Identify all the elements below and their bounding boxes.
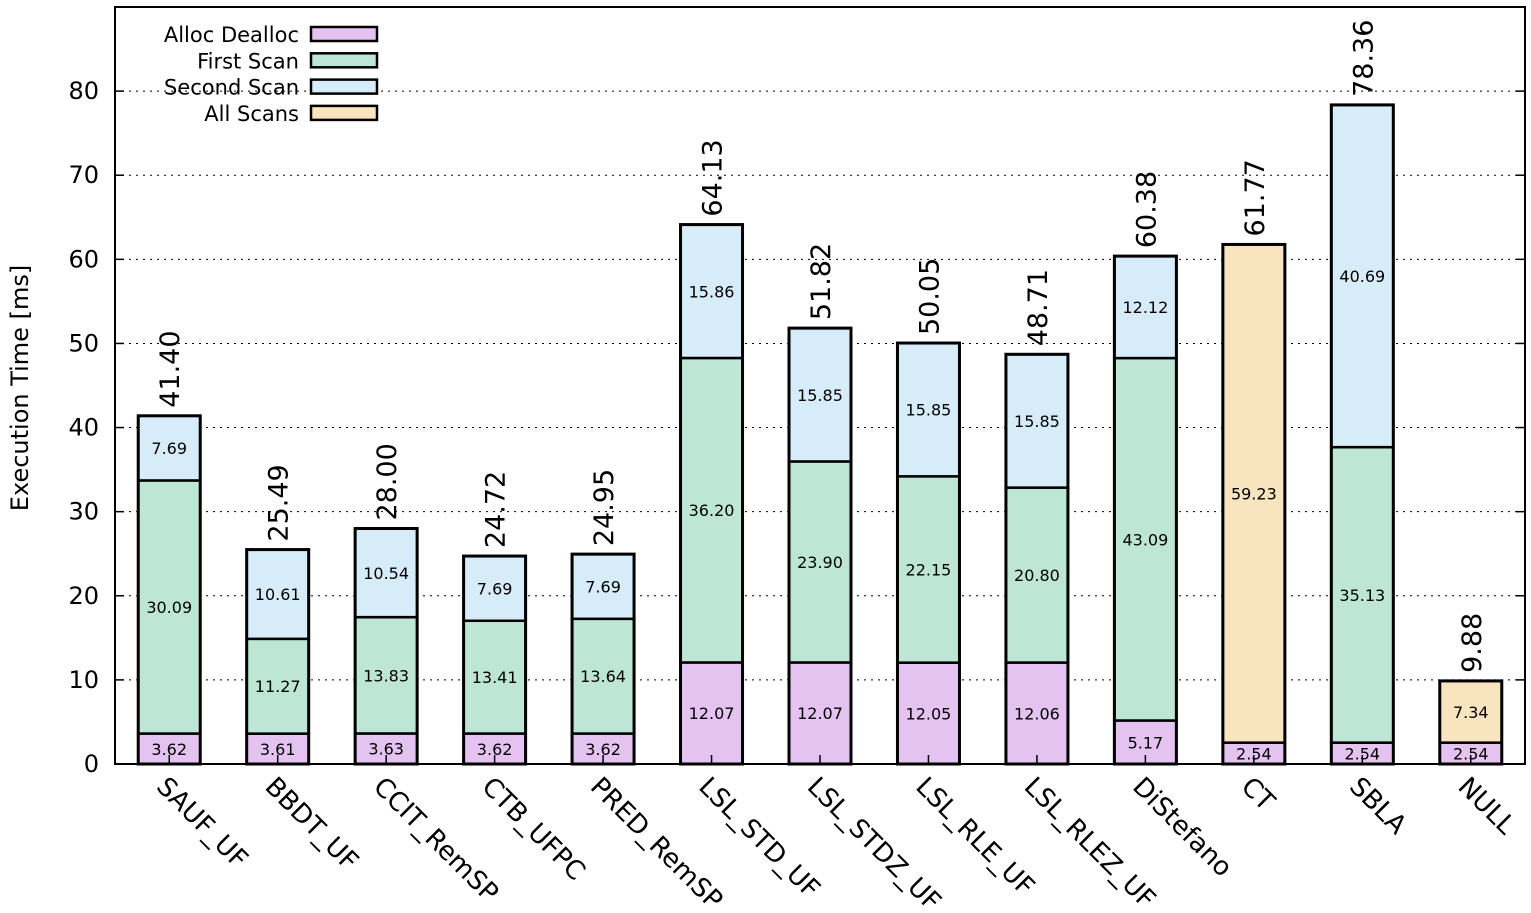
segment-value-label: 7.69 <box>585 577 621 596</box>
segment-value-label: 11.27 <box>255 677 301 696</box>
segment-value-label: 23.90 <box>797 553 843 572</box>
bar-segment-DiStefano-first-scan <box>1113 356 1178 722</box>
bar-segment-LSL_RLEZ_UF-first-scan <box>1004 486 1070 664</box>
total-label-NULL: 9.88 <box>1457 613 1488 673</box>
segment-value-label: 13.83 <box>363 666 409 685</box>
segment-value-label: 13.41 <box>472 668 518 687</box>
bar-segment-SBLA-first-scan <box>1330 445 1395 744</box>
y-tick-label-20: 20 <box>68 582 99 610</box>
total-label-PRED_RemSP: 24.95 <box>589 469 620 546</box>
y-axis-title: Execution Time [ms] <box>6 265 34 511</box>
total-label-LSL_STDZ_UF: 51.82 <box>806 243 837 320</box>
segment-value-label: 7.34 <box>1453 703 1489 722</box>
segment-value-label: 2.54 <box>1344 744 1380 763</box>
segment-value-label: 40.69 <box>1339 267 1385 286</box>
segment-value-label: 35.13 <box>1339 586 1385 605</box>
segment-value-label: 15.85 <box>1014 412 1060 431</box>
segment-value-label: 12.05 <box>906 704 952 723</box>
segment-value-label: 7.69 <box>477 579 513 598</box>
total-label-LSL_RLE_UF: 50.05 <box>914 258 945 335</box>
y-tick-label-30: 30 <box>68 498 99 526</box>
segment-value-label: 3.62 <box>151 740 187 759</box>
category-label-SAUF_UF: SAUF_UF <box>150 772 253 875</box>
legend-swatch-alloc-dealloc <box>309 25 379 43</box>
category-label-DiStefano: DiStefano <box>1126 772 1237 883</box>
segment-value-label: 59.23 <box>1231 485 1277 504</box>
category-label-BBDT_UF: BBDT_UF <box>259 772 364 877</box>
legend-swatch-second-scan <box>309 78 379 95</box>
total-label-SBLA: 78.36 <box>1348 20 1379 97</box>
segment-value-label: 22.15 <box>906 560 952 579</box>
bar-segment-LSL_RLEZ_UF-second-scan <box>1004 353 1070 489</box>
legend-swatch-all-scans <box>309 104 379 122</box>
total-label-DiStefano: 60.38 <box>1131 171 1162 248</box>
bar-segment-SAUF_UF-first-scan <box>136 479 202 735</box>
y-tick-label-50: 50 <box>68 329 99 357</box>
category-label-SBLA: SBLA <box>1343 772 1412 841</box>
category-label-NULL: NULL <box>1452 772 1521 841</box>
y-tick-label-10: 10 <box>68 666 99 694</box>
plot-frame <box>114 6 1526 765</box>
bar-segment-CTB_UFPC-second-scan <box>462 554 527 623</box>
category-label-CT: CT <box>1235 772 1280 817</box>
bar-segment-LSL_RLE_UF-first-scan <box>896 475 961 664</box>
y-tick-label-70: 70 <box>68 161 99 189</box>
total-label-CCIT_RemSP: 28.00 <box>372 443 403 520</box>
segment-value-label: 15.85 <box>906 401 952 420</box>
legend-swatch-first-scan <box>309 52 379 69</box>
segment-value-label: 12.07 <box>797 704 843 723</box>
bar-segment-PRED_RemSP-first-scan <box>570 617 636 735</box>
total-label-LSL_STD_UF: 64.13 <box>698 139 729 216</box>
segment-value-label: 2.54 <box>1453 744 1489 763</box>
total-label-CT: 61.77 <box>1240 159 1271 236</box>
segment-value-label: 20.80 <box>1014 566 1060 585</box>
bar-segment-LSL_STDZ_UF-first-scan <box>787 460 853 664</box>
segment-value-label: 3.61 <box>260 740 296 759</box>
total-label-BBDT_UF: 25.49 <box>264 464 295 541</box>
total-label-SAUF_UF: 41.40 <box>155 330 186 407</box>
bar-segment-BBDT_UF-first-scan <box>245 637 310 735</box>
y-tick-label-60: 60 <box>68 245 99 273</box>
segment-value-label: 13.64 <box>580 667 626 686</box>
total-label-CTB_UFPC: 24.72 <box>481 471 512 548</box>
bars: 3.62 30.09 7.69 41.40 3.61 11.27 10.61 25.49 3.6… <box>136 20 1504 766</box>
y-tick-label-40: 40 <box>68 414 99 442</box>
segment-value-label: 3.62 <box>477 740 513 759</box>
y-tick-label-0: 0 <box>84 750 99 778</box>
segment-value-label: 3.62 <box>585 740 621 759</box>
segment-value-label: 15.85 <box>797 386 843 405</box>
segment-value-label: 36.20 <box>689 501 735 520</box>
segment-value-label: 30.09 <box>146 598 192 617</box>
legend-label-all-scans: All Scans <box>204 102 299 126</box>
segment-value-label: 7.69 <box>151 439 187 458</box>
segment-value-label: 12.12 <box>1122 298 1168 317</box>
segment-value-label: 5.17 <box>1128 733 1164 752</box>
legend-label-second-scan: Second Scan <box>164 76 299 100</box>
segment-value-label: 12.07 <box>689 704 735 723</box>
bar-segment-LSL_STDZ_UF-second-scan <box>787 326 853 463</box>
legend-label-first-scan: First Scan <box>197 49 299 73</box>
segment-value-label: 2.54 <box>1236 744 1272 763</box>
segment-value-label: 10.54 <box>363 564 409 583</box>
category-label-CTB_UFPC: CTB_UFPC <box>476 772 591 887</box>
segment-value-label: 15.86 <box>689 282 735 301</box>
segment-value-label: 12.06 <box>1014 704 1060 723</box>
y-tick-label-80: 80 <box>68 77 99 105</box>
legend-label-alloc-dealloc: Alloc Dealloc <box>164 23 299 47</box>
segment-value-label: 3.63 <box>368 740 404 759</box>
segment-value-label: 10.61 <box>255 585 301 604</box>
segment-value-label: 43.09 <box>1122 530 1168 549</box>
total-label-LSL_RLEZ_UF: 48.71 <box>1023 269 1054 346</box>
